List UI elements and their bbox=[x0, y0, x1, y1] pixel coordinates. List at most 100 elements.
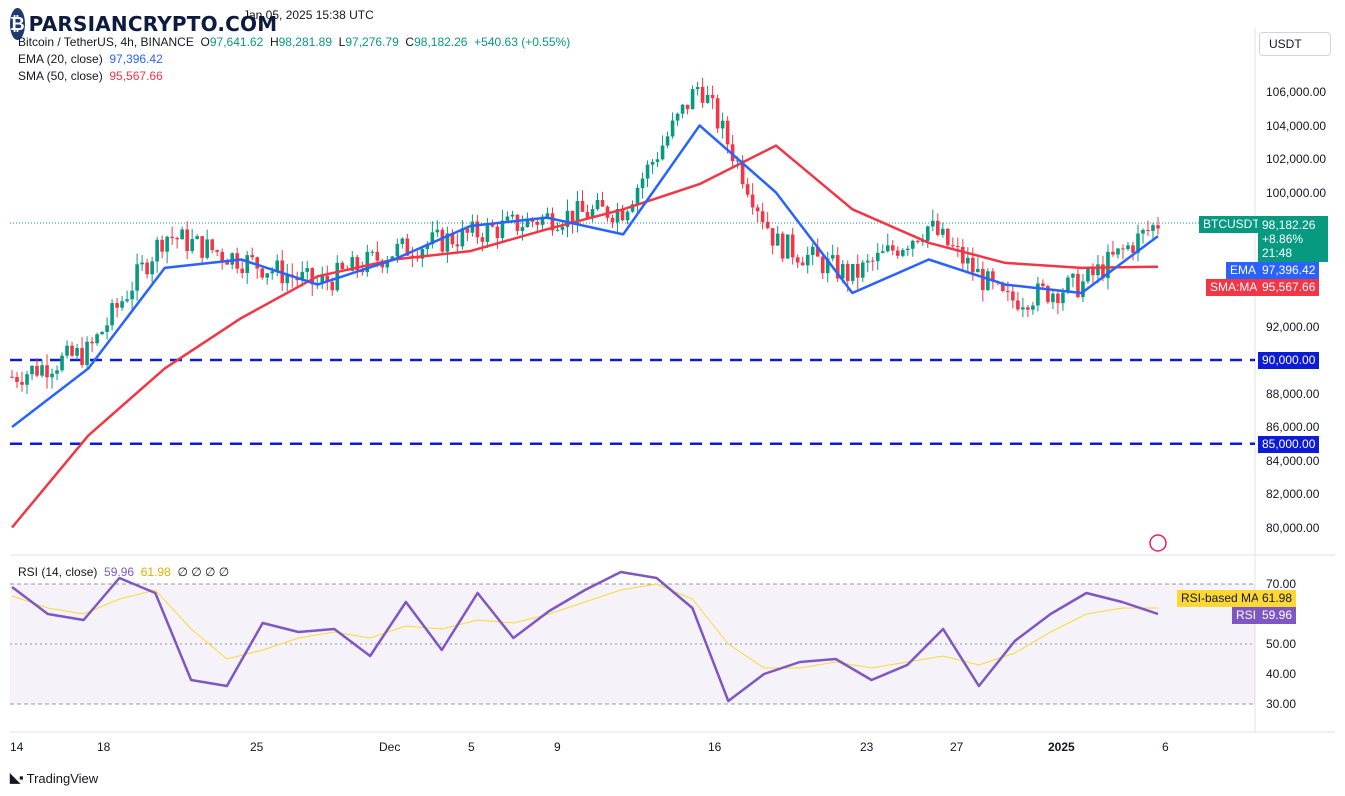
candle-body bbox=[80, 348, 84, 365]
rsi-line bbox=[11, 570, 1159, 703]
candle-body bbox=[1071, 273, 1075, 278]
candle-body bbox=[1021, 307, 1025, 310]
currency-button[interactable]: USDT bbox=[1259, 32, 1331, 56]
candle-body bbox=[946, 228, 950, 246]
sma-value-pill: 95,567.66 bbox=[1258, 279, 1320, 296]
logo-icon: ₿ bbox=[10, 8, 25, 40]
rsi-ma-tag: RSI-based MA bbox=[1177, 590, 1264, 607]
candle-body bbox=[1146, 229, 1150, 231]
price-tick-label: 82,000.00 bbox=[1266, 487, 1320, 501]
time-tick-label: 25 bbox=[250, 740, 264, 754]
candle-body bbox=[1116, 248, 1120, 255]
watermark-logo: ₿ PARSIANCRYPTO.COM bbox=[10, 6, 277, 42]
candle-body bbox=[910, 240, 915, 249]
rsi-tick-label: 30.00 bbox=[1266, 697, 1297, 711]
candle-body bbox=[205, 239, 209, 258]
rsi-tick-label: 40.00 bbox=[1266, 667, 1297, 681]
candle-body bbox=[265, 273, 270, 278]
candle-body bbox=[1111, 251, 1115, 255]
candle-body bbox=[925, 226, 930, 241]
candle-body bbox=[400, 238, 405, 244]
candle-body bbox=[660, 145, 665, 160]
ema-legend[interactable]: EMA (20, close) 97,396.42 bbox=[18, 52, 163, 66]
candle-body bbox=[585, 211, 590, 219]
candle-body bbox=[675, 113, 680, 121]
candle-body bbox=[460, 228, 465, 247]
candle-body bbox=[245, 255, 250, 274]
candle-body bbox=[325, 275, 330, 282]
candle-body bbox=[250, 255, 255, 258]
candle-body bbox=[1121, 248, 1125, 250]
candle-body bbox=[385, 260, 390, 268]
candle-body bbox=[745, 184, 750, 195]
candle-body bbox=[595, 200, 600, 210]
candle-body bbox=[1016, 300, 1020, 310]
candle-body bbox=[35, 365, 39, 376]
candle-body bbox=[560, 226, 565, 230]
candle-body bbox=[1156, 225, 1160, 229]
candle-body bbox=[825, 258, 830, 274]
candle-body bbox=[905, 248, 910, 251]
rsi-legend[interactable]: RSI (14, close) 59.96 61.98 ∅ ∅ ∅ ∅ bbox=[18, 565, 230, 579]
candle-body bbox=[395, 243, 400, 257]
candle-body bbox=[305, 268, 310, 272]
candle-body bbox=[95, 334, 99, 344]
ohlc-line: Bitcoin / TetherUS, 4h, BINANCE O97,641.… bbox=[18, 35, 571, 49]
candle-body bbox=[165, 236, 169, 252]
price-tick-label: 92,000.00 bbox=[1266, 319, 1320, 334]
candle-body bbox=[976, 268, 980, 273]
tradingview-logo-icon: ◣▪ bbox=[10, 770, 24, 785]
candle-body bbox=[455, 244, 460, 247]
candle-body bbox=[1096, 264, 1100, 276]
candle-body bbox=[780, 233, 785, 259]
candle-body bbox=[840, 264, 845, 279]
price-tick-label: 104,000.00 bbox=[1266, 118, 1327, 133]
candle-body bbox=[550, 213, 555, 231]
candle-body bbox=[50, 373, 54, 378]
candle-body bbox=[865, 260, 870, 263]
candle-body bbox=[10, 376, 14, 378]
level-85000-pill: 85,000.00 bbox=[1258, 436, 1320, 453]
candle-body bbox=[450, 233, 455, 245]
candle-body bbox=[610, 217, 615, 223]
candle-body bbox=[665, 136, 670, 146]
candle-body bbox=[210, 239, 214, 251]
candle-body bbox=[915, 240, 920, 242]
sma-line bbox=[11, 144, 1159, 529]
candle-body bbox=[565, 210, 570, 227]
candle-body bbox=[600, 200, 605, 207]
candle-body bbox=[75, 348, 79, 356]
candle-body bbox=[470, 221, 475, 233]
candle-body bbox=[670, 120, 675, 137]
candle-body bbox=[1056, 293, 1060, 304]
candle-body bbox=[500, 220, 505, 239]
candle-body bbox=[630, 204, 635, 212]
sma-legend[interactable]: SMA (50, close) 95,567.66 bbox=[18, 69, 163, 83]
symbol-line[interactable]: Bitcoin / TetherUS, 4h, BINANCE bbox=[18, 35, 194, 49]
candle-body bbox=[490, 224, 495, 227]
candle-body bbox=[1151, 225, 1155, 231]
candle-body bbox=[335, 262, 340, 291]
candle-body bbox=[805, 254, 810, 266]
candle-body bbox=[645, 164, 650, 179]
candle-body bbox=[981, 268, 985, 291]
candle-body bbox=[55, 370, 59, 374]
candle-body bbox=[690, 89, 695, 110]
candle-body bbox=[620, 208, 625, 221]
candle-body bbox=[580, 200, 585, 212]
candle-body bbox=[785, 234, 790, 259]
candle-body bbox=[215, 250, 219, 252]
footer-brand[interactable]: ◣▪ TradingView bbox=[10, 770, 98, 786]
candle-body bbox=[445, 233, 450, 252]
candle-body bbox=[685, 104, 690, 110]
candle-body bbox=[895, 250, 900, 256]
candle-body bbox=[750, 194, 755, 208]
price-tick-label: 86,000.00 bbox=[1266, 420, 1320, 434]
candle-body bbox=[720, 120, 725, 129]
candle-body bbox=[100, 331, 104, 335]
candle-body bbox=[85, 341, 89, 365]
candle-body bbox=[951, 245, 955, 247]
rsi-ma-line bbox=[11, 583, 1158, 669]
candle-body bbox=[340, 262, 345, 270]
